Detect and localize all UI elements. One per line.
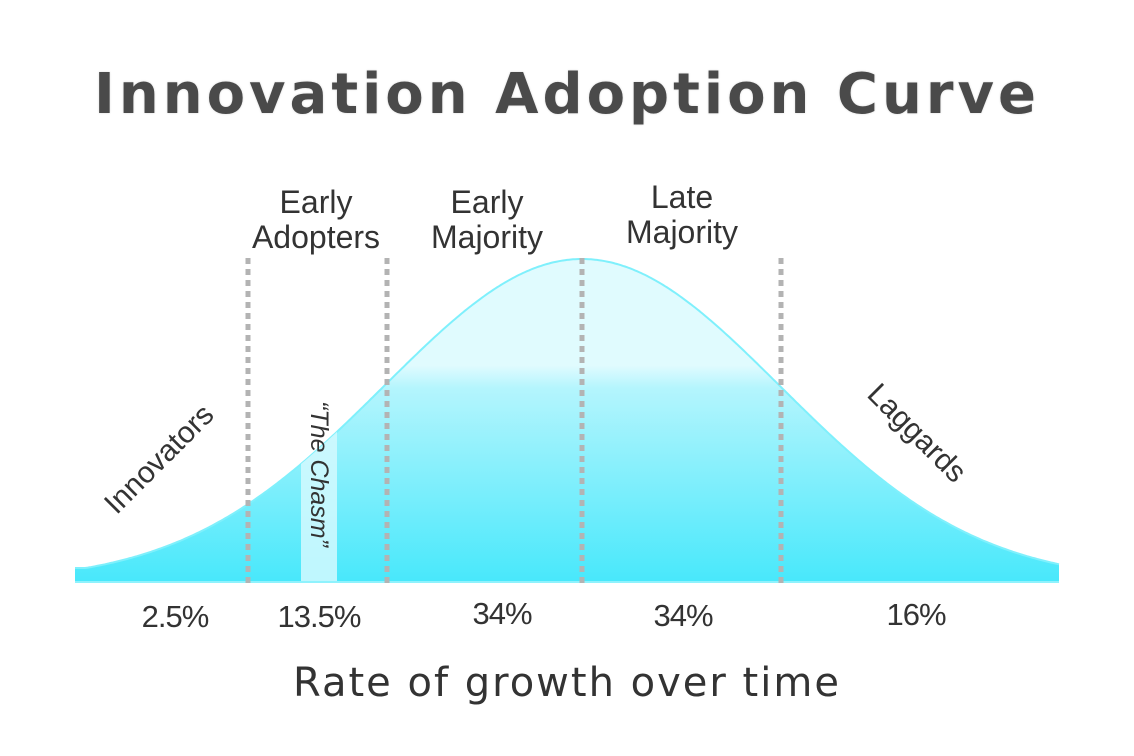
chart-title: Innovation Adoption Curve <box>94 62 1040 127</box>
label-early-adopters-line2: Adopters <box>252 219 380 255</box>
pct-laggards: 16% <box>886 597 945 632</box>
label-the-chasm: “The Chasm” <box>305 401 333 549</box>
label-early-majority-line2: Majority <box>431 219 543 255</box>
pct-early-adopters: 13.5% <box>278 599 361 634</box>
label-late-majority-line2: Majority <box>626 214 738 250</box>
label-laggards: Laggards <box>861 377 973 489</box>
pct-early-majority: 34% <box>472 596 531 631</box>
pct-innovators: 2.5% <box>142 599 209 634</box>
label-innovators: Innovators <box>98 398 220 520</box>
label-early-majority-line1: Early <box>451 184 524 220</box>
label-late-majority-line1: Late <box>651 179 713 215</box>
x-axis-label: Rate of growth over time <box>293 660 841 706</box>
bell-curve-line <box>75 258 1060 569</box>
label-early-adopters-line1: Early <box>280 184 353 220</box>
pct-late-majority: 34% <box>653 598 712 633</box>
